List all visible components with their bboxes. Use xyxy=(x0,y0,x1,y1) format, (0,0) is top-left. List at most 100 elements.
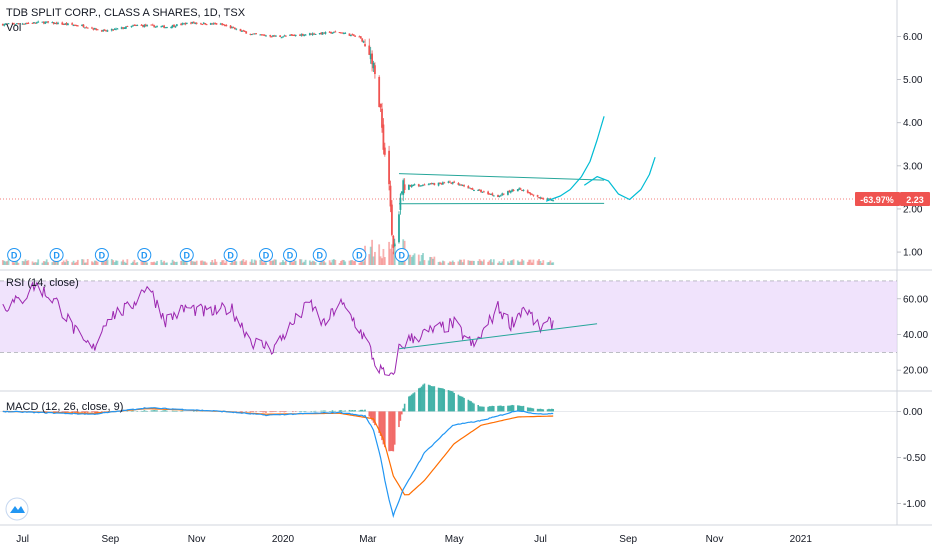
candle[interactable] xyxy=(450,182,453,184)
candle[interactable] xyxy=(146,25,149,27)
projection-curve-2[interactable] xyxy=(583,157,656,201)
candle[interactable] xyxy=(308,33,311,36)
candle[interactable] xyxy=(313,33,315,35)
candle[interactable] xyxy=(41,21,44,23)
candle[interactable] xyxy=(328,31,331,33)
candle[interactable] xyxy=(477,190,480,192)
candle[interactable] xyxy=(57,22,59,24)
candle[interactable] xyxy=(235,28,238,30)
candle[interactable] xyxy=(499,195,502,197)
candle[interactable] xyxy=(136,25,139,27)
candle[interactable] xyxy=(488,193,491,195)
candle[interactable] xyxy=(33,22,35,24)
candle[interactable] xyxy=(283,35,286,37)
candle[interactable] xyxy=(83,27,86,29)
candle[interactable] xyxy=(403,184,406,191)
candle[interactable] xyxy=(112,29,115,31)
candle[interactable] xyxy=(310,33,313,35)
candle[interactable] xyxy=(304,34,307,36)
candle[interactable] xyxy=(359,36,362,39)
candle[interactable] xyxy=(470,188,473,190)
candle[interactable] xyxy=(400,191,403,194)
candle[interactable] xyxy=(461,185,464,187)
dividend-marker[interactable] xyxy=(394,248,409,262)
candle[interactable] xyxy=(389,185,392,207)
candle[interactable] xyxy=(91,27,93,29)
candle[interactable] xyxy=(447,181,450,183)
candle[interactable] xyxy=(150,24,153,26)
candle[interactable] xyxy=(212,23,215,25)
candle[interactable] xyxy=(467,186,470,189)
candle[interactable] xyxy=(433,183,436,186)
candle[interactable] xyxy=(92,28,95,30)
candle[interactable] xyxy=(364,44,366,47)
candle[interactable] xyxy=(35,22,38,24)
candle[interactable] xyxy=(214,23,216,25)
rsi-trendline[interactable] xyxy=(398,323,598,350)
candle[interactable] xyxy=(31,22,34,24)
candle[interactable] xyxy=(229,25,232,29)
candle[interactable] xyxy=(116,28,119,30)
candle[interactable] xyxy=(160,26,163,28)
candle[interactable] xyxy=(222,24,225,26)
candle[interactable] xyxy=(270,36,273,38)
candle[interactable] xyxy=(262,34,265,36)
candle[interactable] xyxy=(412,185,415,187)
candle[interactable] xyxy=(181,23,184,25)
candle[interactable] xyxy=(134,25,137,27)
candle[interactable] xyxy=(259,34,262,36)
candle[interactable] xyxy=(291,34,294,36)
candle[interactable] xyxy=(55,22,58,25)
candle[interactable] xyxy=(231,27,233,29)
candle[interactable] xyxy=(284,35,287,37)
candle[interactable] xyxy=(11,23,14,25)
candle[interactable] xyxy=(320,32,323,35)
candle[interactable] xyxy=(201,24,204,26)
candle[interactable] xyxy=(279,35,282,37)
candle[interactable] xyxy=(492,195,495,197)
tradingview-logo-icon[interactable] xyxy=(5,497,29,521)
candle[interactable] xyxy=(4,23,7,25)
candle[interactable] xyxy=(123,27,126,29)
candle[interactable] xyxy=(23,23,25,25)
candle[interactable] xyxy=(332,31,335,33)
candle[interactable] xyxy=(42,21,45,24)
candle[interactable] xyxy=(265,35,267,37)
candle[interactable] xyxy=(539,197,542,199)
candle[interactable] xyxy=(391,204,393,235)
candle[interactable] xyxy=(468,187,471,189)
candle[interactable] xyxy=(185,22,188,24)
candle[interactable] xyxy=(224,24,226,26)
candle[interactable] xyxy=(358,36,361,38)
candle[interactable] xyxy=(1,23,4,26)
candle[interactable] xyxy=(242,30,245,32)
candle[interactable] xyxy=(352,34,355,36)
candle[interactable] xyxy=(441,182,444,185)
dividend-marker[interactable] xyxy=(94,248,109,262)
candle[interactable] xyxy=(183,23,185,25)
candle[interactable] xyxy=(478,189,481,191)
candle[interactable] xyxy=(349,34,352,37)
candle[interactable] xyxy=(75,25,78,27)
candle[interactable] xyxy=(205,24,208,26)
candle[interactable] xyxy=(106,30,109,32)
macd-line[interactable] xyxy=(2,407,554,519)
candle[interactable] xyxy=(52,22,55,24)
candle[interactable] xyxy=(100,30,103,32)
candle[interactable] xyxy=(45,21,48,23)
candle[interactable] xyxy=(453,181,456,183)
candle[interactable] xyxy=(481,191,484,193)
candle[interactable] xyxy=(420,185,423,187)
candle[interactable] xyxy=(161,25,164,27)
candle[interactable] xyxy=(122,27,124,29)
candle[interactable] xyxy=(529,193,532,195)
candle[interactable] xyxy=(409,184,412,187)
candle[interactable] xyxy=(522,189,525,191)
candle[interactable] xyxy=(393,244,396,247)
candle[interactable] xyxy=(501,193,504,195)
candle[interactable] xyxy=(330,32,332,34)
dividend-marker[interactable] xyxy=(49,248,64,262)
candle[interactable] xyxy=(16,23,18,25)
candle[interactable] xyxy=(512,189,515,191)
candle[interactable] xyxy=(518,188,521,190)
